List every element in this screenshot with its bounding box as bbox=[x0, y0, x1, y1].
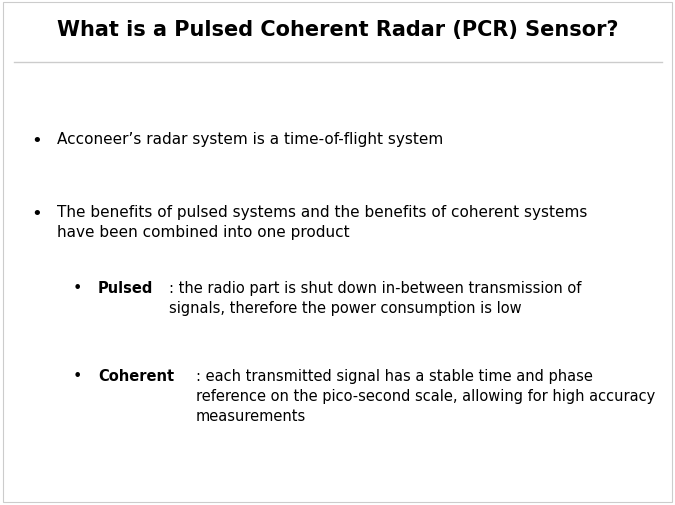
Text: •: • bbox=[73, 369, 82, 384]
Text: What is a Pulsed Coherent Radar (PCR) Sensor?: What is a Pulsed Coherent Radar (PCR) Se… bbox=[57, 20, 618, 40]
Text: Coherent: Coherent bbox=[98, 369, 174, 384]
Text: Pulsed: Pulsed bbox=[98, 280, 153, 295]
Text: •: • bbox=[32, 131, 43, 149]
Text: •: • bbox=[32, 205, 43, 223]
Text: The benefits of pulsed systems and the benefits of coherent systems
have been co: The benefits of pulsed systems and the b… bbox=[57, 205, 588, 239]
Text: •: • bbox=[73, 280, 82, 295]
Text: : each transmitted signal has a stable time and phase
reference on the pico-seco: : each transmitted signal has a stable t… bbox=[196, 369, 655, 423]
Text: Acconeer’s radar system is a time-of-flight system: Acconeer’s radar system is a time-of-fli… bbox=[57, 131, 443, 146]
Text: : the radio part is shut down in-between transmission of
signals, therefore the : : the radio part is shut down in-between… bbox=[169, 280, 582, 315]
